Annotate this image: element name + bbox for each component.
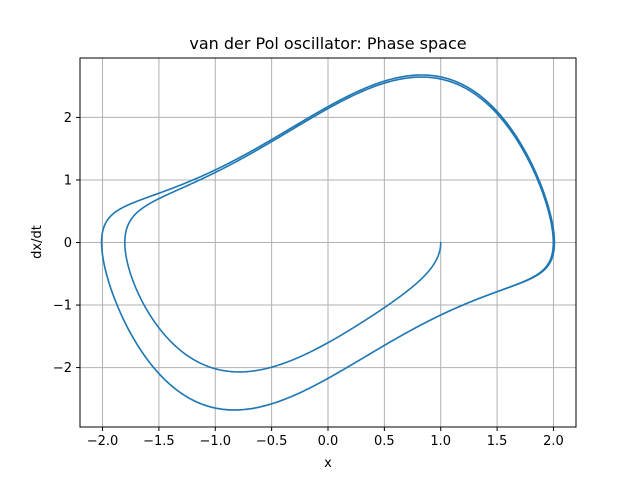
- x-tick-label: 0.0: [318, 434, 339, 449]
- chart-title: van der Pol oscillator: Phase space: [189, 34, 466, 53]
- y-tick-label: 2: [64, 111, 72, 126]
- y-tick-label: 1: [64, 173, 72, 188]
- y-tick-label: 0: [64, 236, 72, 251]
- x-tick-label: −0.5: [256, 434, 288, 449]
- x-axis-label: x: [324, 456, 332, 471]
- x-tick-label: −2.0: [87, 434, 119, 449]
- y-axis-ticks: −2 −1 0 1 2: [53, 111, 80, 376]
- trajectory-line: [100, 74, 556, 411]
- plot-area: [100, 74, 556, 411]
- x-tick-label: 1.0: [430, 434, 451, 449]
- x-tick-label: 2.0: [543, 434, 564, 449]
- x-tick-label: −1.5: [143, 434, 175, 449]
- x-tick-label: 1.5: [487, 434, 508, 449]
- y-tick-label: −2: [53, 361, 72, 376]
- x-tick-label: 0.5: [374, 434, 395, 449]
- grid-lines: [80, 58, 576, 427]
- y-axis-label: dx/dt: [30, 225, 45, 259]
- x-axis-ticks: −2.0 −1.5 −1.0 −0.5 0.0 0.5 1.0 1.5 2.0: [87, 427, 564, 449]
- x-tick-label: −1.0: [199, 434, 231, 449]
- y-tick-label: −1: [53, 299, 72, 314]
